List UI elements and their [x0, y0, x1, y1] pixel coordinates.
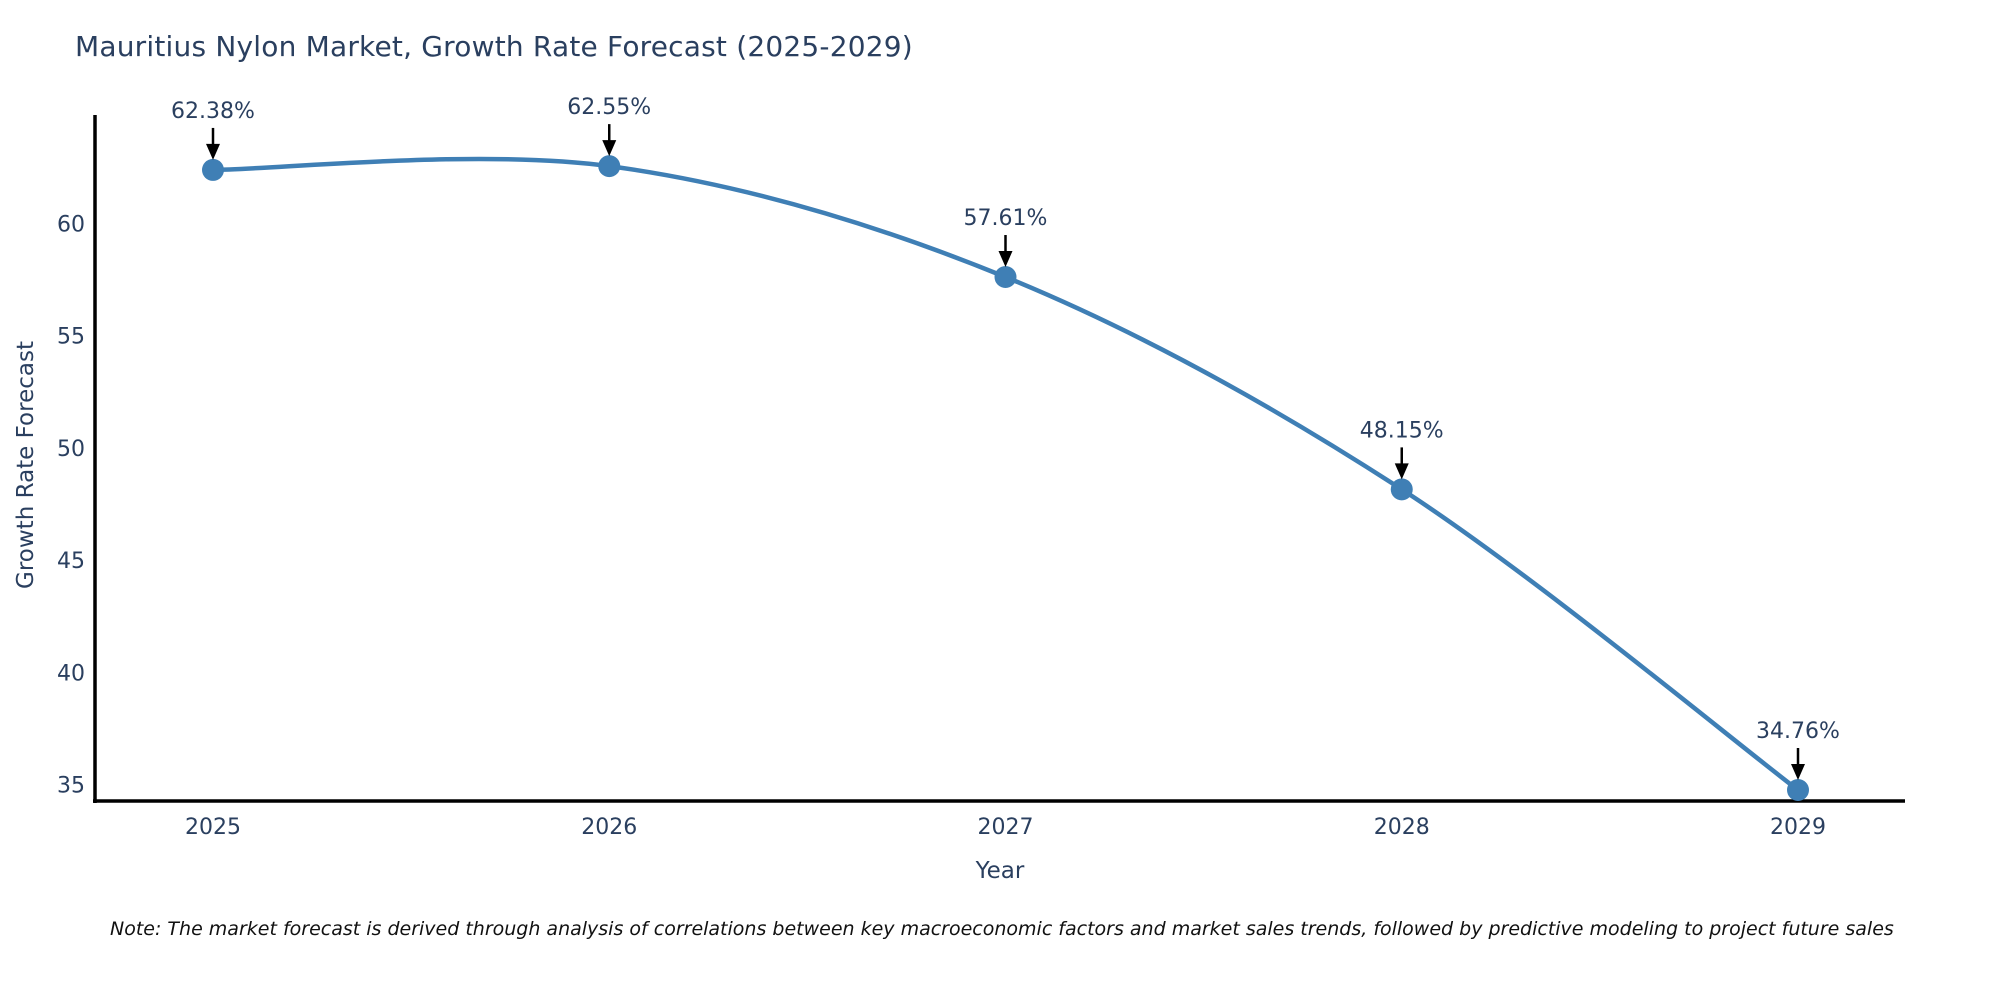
annotation-arrow-head-icon: [206, 143, 220, 160]
annotation-arrow-head-icon: [602, 140, 617, 157]
chart-title: Mauritius Nylon Market, Growth Rate Fore…: [75, 30, 913, 63]
data-point-marker: [202, 158, 224, 181]
point-annotation-label: 62.38%: [171, 99, 255, 124]
data-point-marker: [598, 155, 621, 178]
x-tick-label: 2027: [978, 815, 1034, 840]
data-point-marker: [1390, 478, 1413, 501]
point-annotation-label: 48.15%: [1360, 418, 1444, 443]
forecast-line: [210, 156, 1801, 793]
y-tick-label: 60: [57, 212, 85, 237]
x-tick-label: 2026: [581, 815, 637, 840]
data-point-marker: [994, 266, 1017, 289]
footnote: Note: The market forecast is derived thr…: [110, 918, 1894, 940]
point-annotation-label: 62.55%: [567, 95, 651, 120]
x-axis-title: Year: [975, 858, 1025, 884]
annotation-arrow-head-icon: [1791, 764, 1805, 780]
x-tick-label: 2029: [1770, 815, 1826, 840]
x-tick-label: 2025: [185, 815, 241, 840]
annotation-arrow-head-icon: [998, 251, 1013, 268]
data-point-marker: [1787, 779, 1809, 801]
y-tick-label: 40: [57, 661, 85, 686]
y-tick-label: 55: [57, 325, 85, 350]
y-tick-label: 50: [57, 437, 85, 462]
y-tick-label: 35: [57, 774, 85, 799]
point-annotation-label: 34.76%: [1756, 719, 1840, 744]
point-annotation-label: 57.61%: [964, 206, 1048, 231]
annotation-arrow-head-icon: [1394, 463, 1409, 480]
y-tick-label: 45: [57, 549, 85, 574]
x-tick-label: 2028: [1374, 815, 1430, 840]
